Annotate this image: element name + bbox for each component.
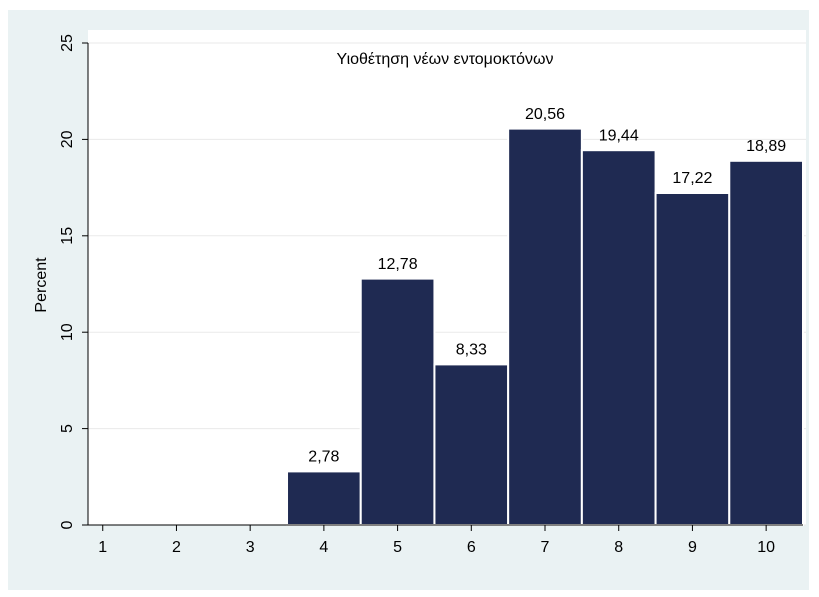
y-tick-label: 20: [59, 130, 76, 148]
bar: [654, 191, 731, 526]
x-tick-label: 7: [541, 539, 550, 556]
data-label: 12,78: [378, 256, 418, 273]
data-label: 20,56: [525, 106, 565, 123]
bar: [433, 363, 510, 527]
x-tick-label: 10: [757, 539, 775, 556]
x-tick-label: 2: [172, 539, 181, 556]
chart-title: Υιοθέτηση νέων εντομοκτόνων: [336, 51, 553, 68]
y-tick-label: 25: [59, 34, 76, 52]
x-tick-label: 5: [393, 539, 402, 556]
data-label: 18,89: [746, 138, 786, 155]
y-tick-label: 0: [59, 520, 76, 529]
bar: [728, 159, 804, 526]
data-label: 17,22: [672, 170, 712, 187]
y-tick-label: 10: [59, 323, 76, 341]
bar: [580, 149, 657, 526]
data-label: 8,33: [456, 342, 487, 359]
x-tick-label: 8: [614, 539, 623, 556]
y-tick-label: 5: [59, 424, 76, 433]
bar: [359, 277, 436, 526]
x-tick-label: 9: [688, 539, 697, 556]
x-tick-label: 4: [319, 539, 328, 556]
data-label: 19,44: [599, 127, 639, 144]
data-label: 2,78: [308, 449, 339, 466]
y-axis-label: Percent: [33, 257, 50, 313]
x-tick-label: 6: [467, 539, 476, 556]
x-tick-label: 1: [98, 539, 107, 556]
y-tick-label: 15: [59, 227, 76, 245]
x-tick-label: 3: [246, 539, 255, 556]
bar: [507, 127, 583, 526]
bar: [286, 470, 362, 527]
